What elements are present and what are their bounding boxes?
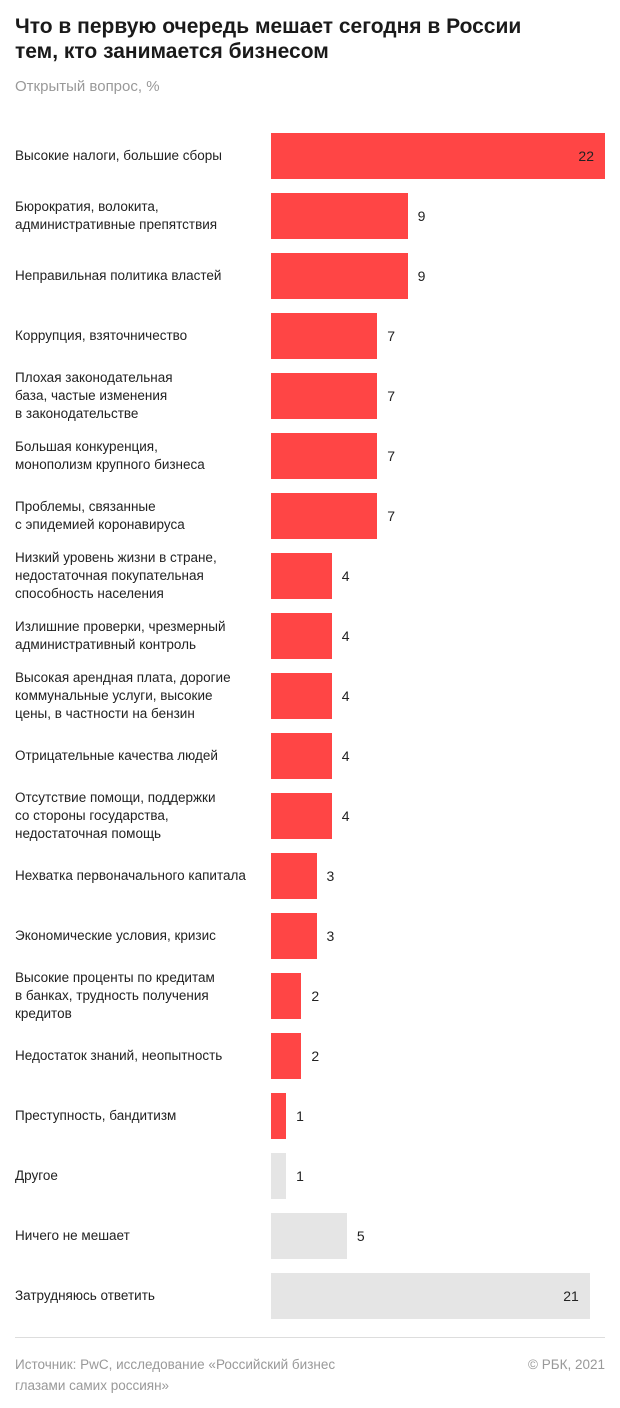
bar [271,853,317,899]
bar [271,373,378,419]
bar [271,253,408,299]
value-label: 7 [387,388,396,404]
bar [271,613,332,659]
value-label: 3 [326,868,335,884]
value-label: 3 [326,928,335,944]
bar-row: Излишние проверки, чрезмерный администра… [0,613,620,659]
bar-row: Неправильная политика властей 9 [0,253,620,299]
value-label: 4 [341,808,350,824]
category-label: Плохая законодательная база, частые изме… [15,370,173,421]
category-label: Неправильная политика властей [15,268,222,283]
category-label: Низкий уровень жизни в стране, недостато… [15,550,217,601]
bar-row: Плохая законодательная база, частые изме… [0,370,620,421]
category-label: Затрудняюсь ответить [15,1288,155,1303]
bar [271,1213,347,1259]
bar [271,133,605,179]
bar-row: Другое 1 [0,1153,620,1199]
bar [271,1093,287,1139]
value-label: 7 [387,448,396,464]
copyright: © РБК, 2021 [528,1357,605,1372]
category-label: Недостаток знаний, неопытность [15,1048,223,1063]
source: Источник: PwC, исследование «Российский … [15,1357,336,1393]
category-label: Коррупция, взяточничество [15,328,188,343]
bar-row: Высокая арендная плата, дорогие коммунал… [0,670,620,721]
chart-subtitle: Открытый вопрос, % [15,78,160,95]
category-label: Высокие налоги, большие сборы [15,148,222,163]
bar-row: Низкий уровень жизни в стране, недостато… [0,550,620,601]
value-label: 2 [311,988,320,1004]
bar [271,793,332,839]
bar-row: Высокие налоги, большие сборы 22 [0,133,620,179]
bar [271,913,317,959]
bar [271,493,378,539]
bar [271,1153,287,1199]
value-label: 4 [341,628,350,644]
bar-row: Проблемы, связанные с эпидемией коронави… [0,493,620,539]
bar-row: Ничего не мешает 5 [0,1213,620,1259]
category-label: Ничего не мешает [15,1228,130,1243]
value-label: 1 [296,1168,304,1184]
value-label: 7 [387,508,396,524]
category-label: Отрицательные качества людей [15,748,218,763]
bar [271,553,332,599]
bar-row: Высокие проценты по кредитам в банках, т… [0,970,620,1021]
bar-row: Большая конкуренция, монополизм крупного… [0,433,620,479]
value-label: 9 [417,268,426,284]
value-label: 22 [578,148,594,164]
category-label: Другое [15,1168,58,1183]
bar-row: Затрудняюсь ответить 21 [0,1273,620,1319]
category-label: Экономические условия, кризис [15,928,216,943]
chart-title: Что в первую очередь мешает сегодня в Ро… [15,15,522,63]
category-label: Высокая арендная плата, дорогие коммунал… [15,670,231,721]
value-label: 4 [341,688,350,704]
bar-row: Нехватка первоначального капитала 3 [0,853,620,899]
value-label: 4 [341,748,350,764]
category-label: Высокие проценты по кредитам в банках, т… [15,970,215,1021]
value-label: 21 [563,1288,579,1304]
bar [271,973,302,1019]
bar-row: Недостаток знаний, неопытность 2 [0,1033,620,1079]
bar-row: Коррупция, взяточничество 7 [0,313,620,359]
bar-row: Экономические условия, кризис 3 [0,913,620,959]
category-label: Проблемы, связанные с эпидемией коронави… [15,499,185,532]
bar-row: Отсутствие помощи, поддержки со стороны … [0,790,620,841]
category-label: Излишние проверки, чрезмерный администра… [15,619,226,652]
value-label: 4 [341,568,350,584]
bar [271,193,408,239]
bar-row: Преступность, бандитизм 1 [0,1093,620,1139]
bar-row: Бюрократия, волокита, административные п… [0,193,620,239]
value-label: 1 [296,1108,304,1124]
bar [271,733,332,779]
bar [271,1273,590,1319]
value-label: 7 [387,328,396,344]
bar [271,673,332,719]
category-label: Большая конкуренция, монополизм крупного… [15,439,205,472]
bar [271,433,378,479]
value-label: 9 [417,208,426,224]
category-label: Отсутствие помощи, поддержки со стороны … [15,790,216,841]
value-label: 2 [311,1048,320,1064]
bar-row: Отрицательные качества людей 4 [0,733,620,779]
bar [271,1033,302,1079]
bar [271,313,378,359]
category-label: Нехватка первоначального капитала [15,868,246,883]
category-label: Бюрократия, волокита, административные п… [15,199,218,232]
separator [15,1337,605,1338]
value-label: 5 [356,1228,365,1244]
category-label: Преступность, бандитизм [15,1108,177,1123]
